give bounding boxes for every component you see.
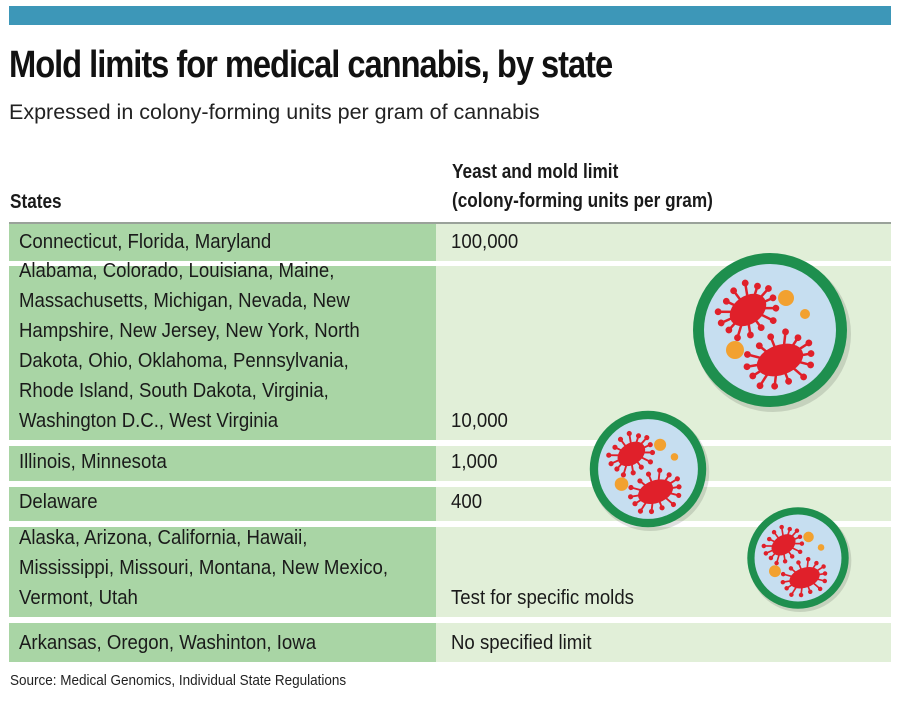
limit-text: Test for specific molds bbox=[451, 587, 634, 609]
states-cell: Illinois, Minnesota bbox=[9, 446, 436, 481]
spore-icon bbox=[817, 544, 825, 551]
spore-icon bbox=[800, 309, 810, 319]
states-text: Alabama, Colorado, Louisiana, Maine, Mas… bbox=[19, 260, 360, 432]
accent-bar bbox=[9, 6, 891, 25]
spore-icon bbox=[769, 565, 781, 578]
column-header-limit: Yeast and mold limit (colony-forming uni… bbox=[452, 158, 713, 216]
spore-icon bbox=[803, 531, 814, 543]
petri-dish-small-icon bbox=[747, 507, 852, 612]
spore-icon bbox=[726, 341, 744, 359]
states-cell: Alabama, Colorado, Louisiana, Maine, Mas… bbox=[9, 260, 436, 440]
spore-icon bbox=[670, 453, 679, 461]
states-text: Illinois, Minnesota bbox=[19, 451, 167, 473]
limit-text: 400 bbox=[451, 491, 483, 513]
states-cell: Alaska, Arizona, California, Hawaii, Mis… bbox=[9, 527, 436, 617]
table-row: Illinois, Minnesota 1,000 bbox=[9, 446, 891, 481]
header-divider bbox=[9, 222, 891, 224]
states-text: Arkansas, Oregon, Washinton, Iowa bbox=[19, 632, 317, 654]
table-row: Connecticut, Florida, Maryland 100,000 bbox=[9, 224, 891, 261]
states-cell: Connecticut, Florida, Maryland bbox=[9, 224, 436, 261]
limit-text: No specified limit bbox=[451, 632, 592, 654]
source-note: Source: Medical Genomics, Individual Sta… bbox=[10, 672, 347, 689]
column-header-limit-line1: Yeast and mold limit bbox=[452, 161, 619, 183]
dish-agar bbox=[704, 264, 836, 396]
column-header-limit-line2: (colony-forming units per gram) bbox=[452, 190, 713, 212]
limit-text: 10,000 bbox=[451, 410, 508, 432]
mold-colony-icon bbox=[606, 430, 656, 478]
mold-colony-icon bbox=[761, 524, 805, 566]
dish-agar bbox=[754, 514, 842, 602]
states-cell: Delaware bbox=[9, 487, 436, 521]
dish-agar bbox=[598, 419, 698, 519]
mold-colony-icon bbox=[780, 556, 828, 598]
spore-icon bbox=[778, 290, 794, 306]
page-title: Mold limits for medical cannabis, by sta… bbox=[9, 44, 613, 86]
column-header-states: States bbox=[10, 191, 62, 213]
spore-icon bbox=[614, 477, 629, 491]
spore-icon bbox=[654, 438, 667, 451]
table-row: Arkansas, Oregon, Washinton, Iowa No spe… bbox=[9, 623, 891, 662]
page-subtitle: Expressed in colony-forming units per gr… bbox=[9, 100, 540, 124]
states-text: Alaska, Arizona, California, Hawaii, Mis… bbox=[19, 527, 389, 609]
limit-cell: No specified limit bbox=[436, 623, 891, 662]
mold-colony-icon bbox=[714, 279, 780, 342]
states-text: Connecticut, Florida, Maryland bbox=[19, 231, 272, 253]
mold-colony-icon bbox=[743, 328, 815, 390]
limit-text: 1,000 bbox=[451, 451, 498, 473]
mold-colony-icon bbox=[628, 467, 682, 515]
states-text: Delaware bbox=[19, 491, 98, 513]
table-row: Alabama, Colorado, Louisiana, Maine, Mas… bbox=[9, 260, 891, 440]
states-cell: Arkansas, Oregon, Washinton, Iowa bbox=[9, 623, 436, 662]
petri-dish-medium-icon bbox=[589, 410, 710, 531]
limit-cell: 100,000 bbox=[436, 224, 891, 261]
petri-dish-large-icon bbox=[693, 253, 851, 412]
limit-text: 100,000 bbox=[451, 231, 519, 253]
